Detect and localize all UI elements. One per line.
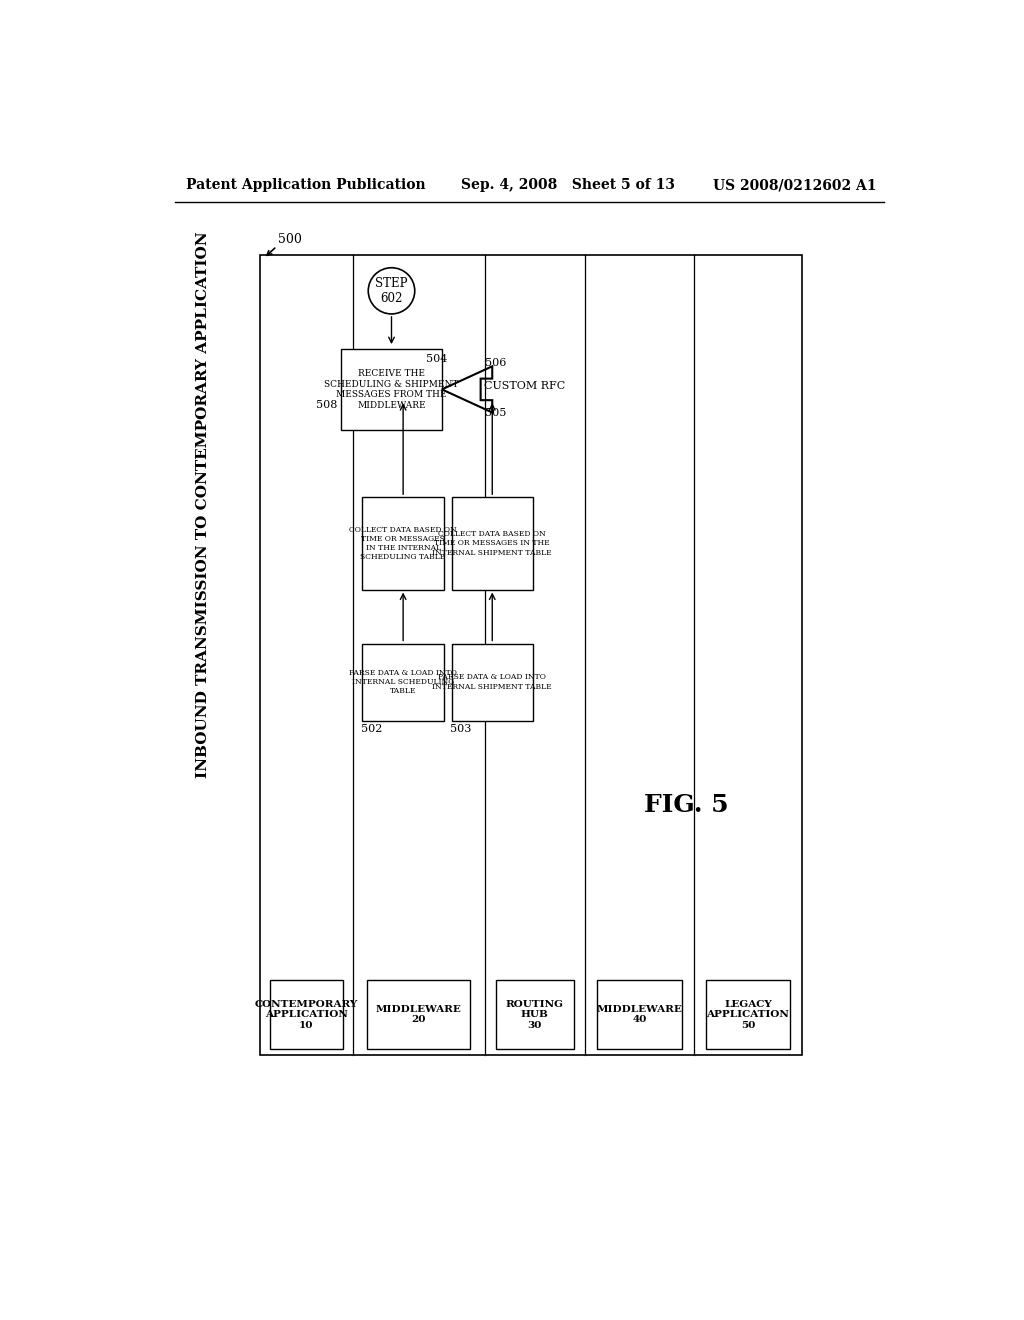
Text: LEGACY
APPLICATION
50: LEGACY APPLICATION 50 [707, 999, 790, 1030]
Bar [368, 979, 470, 1049]
Bar [362, 498, 443, 590]
Bar [496, 979, 574, 1049]
Text: COLLECT DATA BASED ON
TIME OR MESSAGES IN THE
INTERNAL SHIPMENT TABLE: COLLECT DATA BASED ON TIME OR MESSAGES I… [432, 531, 552, 557]
Text: 506: 506 [484, 358, 506, 368]
Text: COLLECT DATA BASED ON
TIME OR MESSAGES
IN THE INTERNAL
SCHEDULING TABLE: COLLECT DATA BASED ON TIME OR MESSAGES I… [349, 525, 457, 561]
Text: MIDDLEWARE
20: MIDDLEWARE 20 [376, 1005, 462, 1024]
Text: FIG. 5: FIG. 5 [644, 793, 728, 817]
Text: 500: 500 [278, 234, 301, 246]
Text: 504: 504 [426, 355, 447, 364]
Bar [341, 348, 442, 430]
Text: RECEIVE THE
SCHEDULING & SHIPMENT
MESSAGES FROM THE
MIDDLEWARE: RECEIVE THE SCHEDULING & SHIPMENT MESSAG… [325, 370, 459, 409]
Bar [452, 498, 532, 590]
Text: 505: 505 [484, 408, 506, 418]
Text: MIDDLEWARE
40: MIDDLEWARE 40 [597, 1005, 682, 1024]
Text: PARSE DATA & LOAD INTO
INTERNAL SCHEDULING
TABLE: PARSE DATA & LOAD INTO INTERNAL SCHEDULI… [349, 669, 457, 696]
Bar [260, 255, 802, 1056]
Text: 503: 503 [450, 725, 471, 734]
Text: 508: 508 [315, 400, 337, 409]
Text: 502: 502 [360, 725, 382, 734]
Text: Sep. 4, 2008   Sheet 5 of 13: Sep. 4, 2008 Sheet 5 of 13 [461, 178, 675, 193]
Bar [452, 644, 532, 721]
Bar [362, 644, 443, 721]
Bar [706, 979, 791, 1049]
Text: US 2008/0212602 A1: US 2008/0212602 A1 [713, 178, 877, 193]
Text: CUSTOM RFC: CUSTOM RFC [484, 381, 565, 392]
Text: CONTEMPORARY
APPLICATION
10: CONTEMPORARY APPLICATION 10 [255, 999, 357, 1030]
Text: ROUTING
HUB
30: ROUTING HUB 30 [506, 999, 564, 1030]
Bar [270, 979, 342, 1049]
Text: PARSE DATA & LOAD INTO
INTERNAL SHIPMENT TABLE: PARSE DATA & LOAD INTO INTERNAL SHIPMENT… [432, 673, 552, 690]
Bar [597, 979, 682, 1049]
Text: Patent Application Publication: Patent Application Publication [186, 178, 426, 193]
Text: STEP
602: STEP 602 [375, 277, 408, 305]
Text: INBOUND TRANSMISSION TO CONTEMPORARY APPLICATION: INBOUND TRANSMISSION TO CONTEMPORARY APP… [197, 231, 210, 779]
